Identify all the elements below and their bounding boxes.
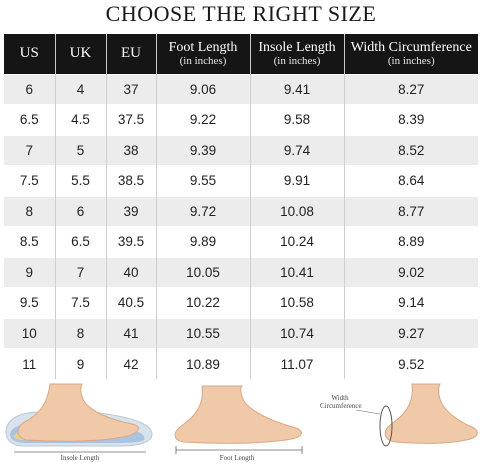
cell-insole-length: 9.91 — [249, 165, 344, 196]
cell-uk: 7 — [54, 256, 106, 288]
cell-foot-length: 10.22 — [155, 287, 250, 318]
cell-us: 6.5 — [4, 104, 55, 135]
table-header-row: US UK EU Foot Length (in inches) Insole L… — [4, 34, 478, 74]
cell-uk: 7.5 — [54, 287, 106, 318]
cell-foot-length: 9.06 — [155, 73, 250, 105]
cell-foot-length: 9.39 — [155, 134, 250, 166]
cell-us: 6 — [4, 73, 55, 105]
cell-eu: 37 — [105, 73, 156, 105]
insole-length-illustration: Insole Length — [0, 380, 160, 465]
header-eu: EU — [105, 34, 156, 74]
cell-uk: 8 — [54, 317, 106, 349]
table-row: 8.5 6.5 39.5 9.89 10.24 8.89 — [4, 226, 478, 257]
width-caption-line2: Circumference — [320, 402, 362, 410]
cell-width-circumference: 8.27 — [343, 73, 478, 105]
cell-uk: 5 — [54, 134, 106, 166]
cell-eu: 38 — [105, 134, 156, 166]
header-uk: UK — [54, 34, 106, 74]
size-chart-table: US UK EU Foot Length (in inches) Insole L… — [4, 34, 478, 379]
cell-uk: 6.5 — [54, 226, 106, 257]
cell-eu: 37.5 — [105, 104, 156, 135]
width-caption-line1: Width — [331, 394, 349, 402]
cell-eu: 41 — [105, 317, 156, 349]
cell-us: 8 — [4, 195, 55, 227]
table-row: 6 4 37 9.06 9.41 8.27 — [4, 73, 478, 105]
foot-side-icon — [174, 385, 303, 454]
cell-width-circumference: 8.64 — [343, 165, 478, 196]
cell-insole-length: 9.74 — [249, 134, 344, 166]
cell-insole-length: 10.58 — [249, 287, 344, 318]
cell-uk: 6 — [54, 195, 106, 227]
cell-insole-length: 10.24 — [249, 226, 344, 257]
cell-us: 10 — [4, 317, 55, 349]
cell-uk: 5.5 — [54, 165, 106, 196]
cell-width-circumference: 9.27 — [343, 317, 478, 349]
cell-us: 8.5 — [4, 226, 55, 257]
insole-length-caption: Insole Length — [60, 454, 100, 462]
header-us: US — [4, 34, 55, 74]
cell-foot-length: 9.55 — [155, 165, 250, 196]
page-title: CHOOSE THE RIGHT SIZE — [105, 1, 377, 26]
cell-foot-length: 10.89 — [155, 348, 250, 379]
header-insole-length: Insole Length (in inches) — [249, 34, 344, 74]
foot-length-illustration: Foot Length — [162, 380, 312, 465]
cell-us: 9.5 — [4, 287, 55, 318]
foot-width-icon — [355, 383, 478, 447]
cell-width-circumference: 8.77 — [343, 195, 478, 227]
cell-us: 9 — [4, 256, 55, 288]
cell-us: 7.5 — [4, 165, 55, 196]
cell-uk: 9 — [54, 348, 106, 379]
table-row: 9.5 7.5 40.5 10.22 10.58 9.14 — [4, 287, 478, 318]
cell-foot-length: 10.55 — [155, 317, 250, 349]
cell-insole-length: 10.74 — [249, 317, 344, 349]
cell-uk: 4 — [54, 73, 106, 105]
header-width-circumference: Width Circumference (in inches) — [343, 34, 478, 74]
cell-foot-length: 9.22 — [155, 104, 250, 135]
cell-uk: 4.5 — [54, 104, 106, 135]
table-row: 10 8 41 10.55 10.74 9.27 — [4, 317, 478, 349]
cell-insole-length: 11.07 — [249, 348, 344, 379]
cell-width-circumference: 8.52 — [343, 134, 478, 166]
cell-width-circumference: 8.39 — [343, 104, 478, 135]
cell-width-circumference: 9.02 — [343, 256, 478, 288]
foot-length-caption: Foot Length — [219, 454, 255, 462]
table-row: 7.5 5.5 38.5 9.55 9.91 8.64 — [4, 165, 478, 196]
cell-eu: 42 — [105, 348, 156, 379]
table-row: 7 5 38 9.39 9.74 8.52 — [4, 134, 478, 166]
foot-on-insole-icon — [5, 383, 153, 453]
cell-us: 11 — [4, 348, 55, 379]
table-row: 9 7 40 10.05 10.41 9.02 — [4, 256, 478, 288]
cell-eu: 40.5 — [105, 287, 156, 318]
cell-foot-length: 10.05 — [155, 256, 250, 288]
cell-eu: 39.5 — [105, 226, 156, 257]
cell-width-circumference: 8.89 — [343, 226, 478, 257]
cell-eu: 39 — [105, 195, 156, 227]
cell-insole-length: 9.41 — [249, 73, 344, 105]
cell-us: 7 — [4, 134, 55, 166]
cell-width-circumference: 9.52 — [343, 348, 478, 379]
cell-eu: 40 — [105, 256, 156, 288]
cell-foot-length: 9.72 — [155, 195, 250, 227]
cell-foot-length: 9.89 — [155, 226, 250, 257]
width-circumference-illustration: Width Circumference — [316, 380, 482, 465]
cell-insole-length: 10.41 — [249, 256, 344, 288]
table-row: 8 6 39 9.72 10.08 8.77 — [4, 195, 478, 227]
header-foot-length: Foot Length (in inches) — [155, 34, 250, 74]
width-caption: Width Circumference — [320, 394, 362, 410]
table-row: 11 9 42 10.89 11.07 9.52 — [4, 348, 478, 379]
table-row: 6.5 4.5 37.5 9.22 9.58 8.39 — [4, 104, 478, 135]
cell-width-circumference: 9.14 — [343, 287, 478, 318]
cell-eu: 38.5 — [105, 165, 156, 196]
cell-insole-length: 10.08 — [249, 195, 344, 227]
cell-insole-length: 9.58 — [249, 104, 344, 135]
